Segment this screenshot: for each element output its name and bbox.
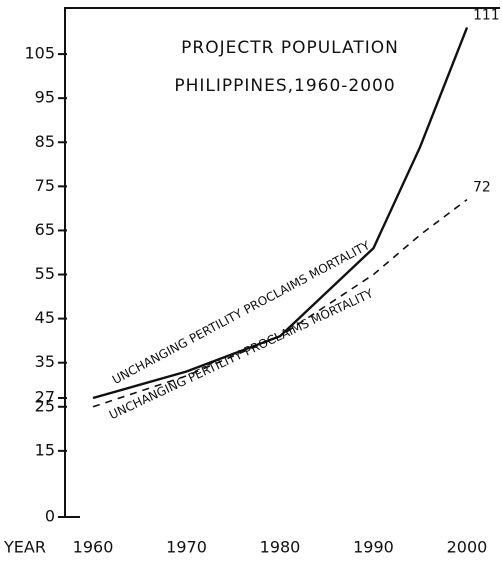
data-label: 72 [473,180,491,196]
y-tick-label: 35 [35,352,55,371]
x-tick-label: 2000 [447,538,488,557]
y-tick-label: 27 [35,387,55,406]
y-tick-label: 65 [35,220,55,239]
x-tick-label: 1980 [260,538,301,557]
x-tick-label: 1960 [73,538,114,557]
y-tick-label: 85 [35,132,55,151]
axis-frame [64,7,500,517]
y-tick-label: 95 [35,88,55,107]
x-tick-label: 1990 [353,538,394,557]
y-tick-label: 75 [35,176,55,195]
x-axis-label: YEAR [3,538,46,557]
chart-title: PROJECTR POPULATION [181,38,399,58]
x-tick-label: 1970 [166,538,207,557]
data-label: 111 [473,8,500,24]
y-tick-label: 25 [35,396,55,415]
y-tick-label: 45 [35,308,55,327]
y-tick-label: 55 [35,264,55,283]
series-line [92,27,469,400]
y-tick-label: 105 [24,44,55,63]
chart-subtitle: PHILIPPINES,1960-2000 [174,76,395,96]
y-tick-label: 15 [35,440,55,459]
y-tick-label: 0 [45,507,55,526]
series-line [92,198,468,408]
